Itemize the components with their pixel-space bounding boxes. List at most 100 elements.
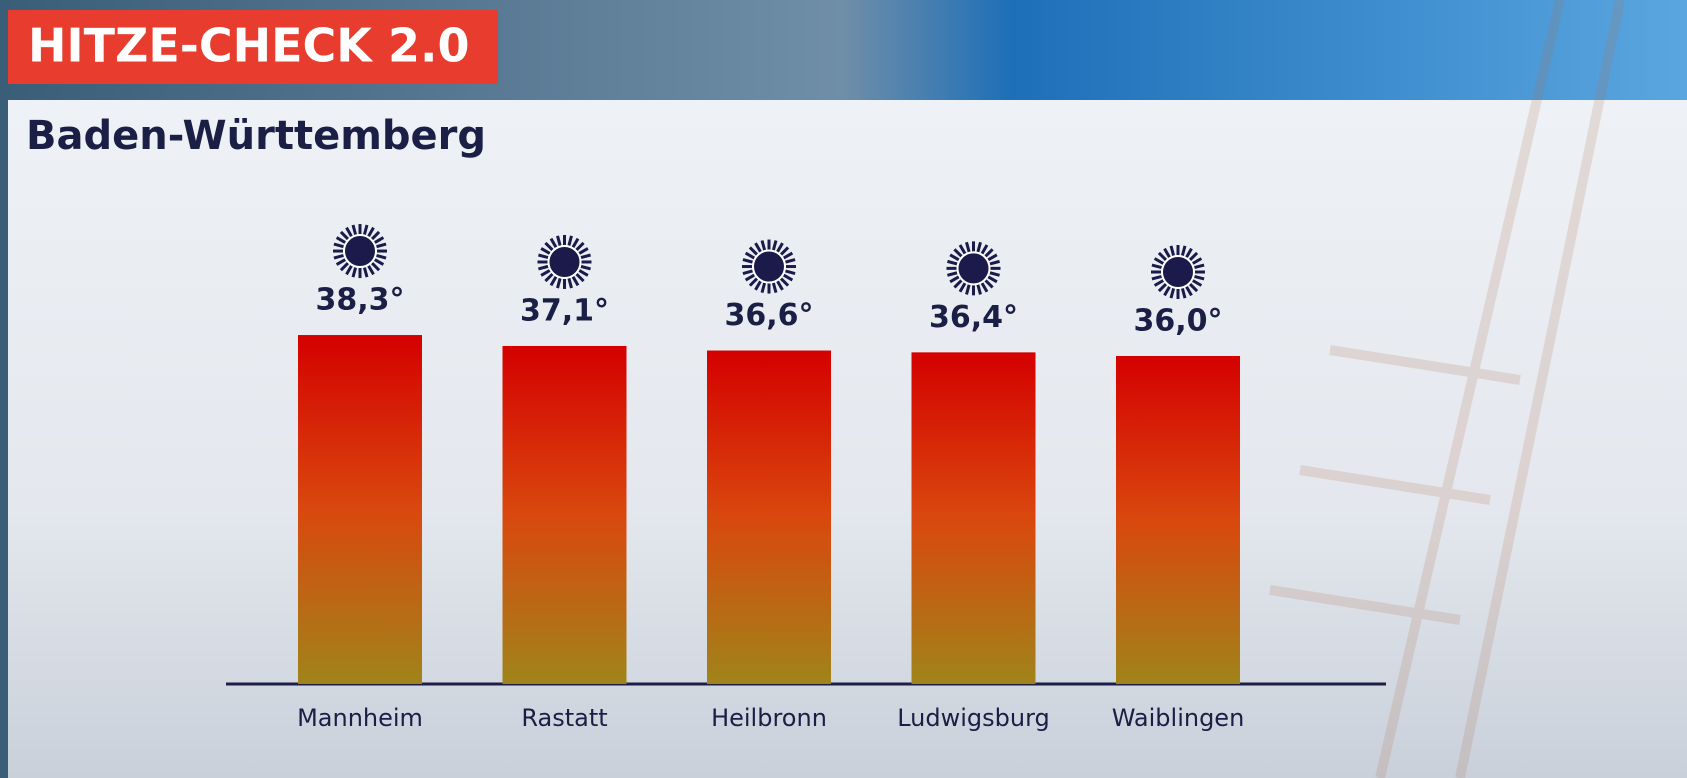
title-box <box>8 10 498 84</box>
sun-ray <box>373 236 385 244</box>
sun-ray <box>540 247 551 255</box>
sun-ray <box>1153 257 1165 265</box>
sun-ray <box>1191 257 1203 265</box>
sun-ray <box>333 253 344 260</box>
sun-ray <box>776 242 784 253</box>
panel <box>8 100 1687 778</box>
sun-ray <box>1194 263 1205 270</box>
bar <box>911 352 1036 684</box>
bar <box>298 335 422 684</box>
sun-icon <box>1151 245 1205 299</box>
sun-ray <box>567 278 573 289</box>
sun-ray <box>1180 245 1187 256</box>
sun-disc <box>343 234 377 269</box>
x-tick-label: Mannheim <box>297 704 423 732</box>
sun-ray <box>1153 279 1165 287</box>
sun-ray <box>771 282 778 294</box>
sun-ray <box>965 284 971 295</box>
value-label: 36,4° <box>929 300 1018 335</box>
sun-ray <box>782 273 794 282</box>
sun-ray <box>779 246 790 256</box>
sun-ray <box>760 282 767 294</box>
sun-ray <box>958 244 967 255</box>
chart-subtitle: Baden-Württemberg <box>26 113 486 159</box>
sun-ray <box>556 278 562 289</box>
sun-icon <box>333 224 387 279</box>
sun-ray <box>549 237 558 249</box>
sun-ray <box>953 248 963 258</box>
sun-ray <box>754 280 762 291</box>
sun-ray <box>580 264 591 271</box>
sun-ray <box>376 242 387 249</box>
chart-title: HITZE-CHECK 2.0 <box>28 19 469 73</box>
sun-ray <box>1151 274 1162 281</box>
sun-ray <box>949 253 960 262</box>
sun-ray <box>567 235 573 246</box>
sun-ray <box>1185 247 1193 259</box>
sun-ray <box>1188 251 1199 262</box>
sun-ray <box>976 284 982 295</box>
sun-ray <box>782 251 794 260</box>
x-tick-label: Heilbronn <box>711 704 827 732</box>
sun-ray <box>1169 245 1176 256</box>
sun-ray <box>754 242 762 253</box>
sun-ray <box>1151 263 1162 270</box>
bar <box>1116 356 1240 684</box>
sun-icon <box>946 241 1001 296</box>
sun-ray <box>376 253 387 260</box>
sun-disc <box>956 251 991 286</box>
sun-ray <box>947 259 958 266</box>
bar <box>502 345 627 684</box>
sun-ray <box>571 237 580 249</box>
sun-ray <box>335 236 347 244</box>
x-tick-label: Ludwigsburg <box>897 704 1050 732</box>
sun-ray <box>351 224 358 236</box>
sun-ray <box>984 248 994 258</box>
sun-ray <box>362 267 369 278</box>
sun-ray <box>339 230 350 241</box>
sun-ray <box>953 279 963 289</box>
x-tick-label: Rastatt <box>521 704 607 732</box>
sun-ray <box>760 240 767 251</box>
sun-ray <box>744 251 756 260</box>
sun-ray <box>1194 274 1205 281</box>
sun-ray <box>575 241 585 252</box>
sun-ray <box>1157 282 1168 293</box>
sun-ray <box>744 273 756 282</box>
value-label: 36,6° <box>724 298 813 333</box>
sun-ray <box>1169 288 1176 299</box>
sun-ray <box>544 272 554 283</box>
value-label: 37,1° <box>520 293 609 328</box>
sun-ray <box>544 241 554 252</box>
value-label: 38,3° <box>315 283 404 318</box>
sun-ray <box>987 253 998 262</box>
sun-ray <box>1163 285 1171 297</box>
sun-ray <box>989 259 1000 266</box>
sun-ray <box>980 244 989 255</box>
sun-ray <box>345 226 353 238</box>
sun-ray <box>367 226 375 238</box>
sun-ray <box>370 230 381 241</box>
sun-ray <box>339 262 350 272</box>
sun-ray <box>345 265 353 276</box>
sun-ray <box>771 240 778 251</box>
x-tick-label: Waiblingen <box>1112 704 1245 732</box>
sun-ray <box>571 275 580 287</box>
sun-ray <box>373 258 385 266</box>
sun-ray <box>980 282 989 293</box>
sun-disc <box>752 249 786 284</box>
sun-ray <box>556 235 562 246</box>
sun-ray <box>580 253 591 260</box>
sun-ray <box>742 258 753 264</box>
sun-ray <box>984 279 994 289</box>
sun-ray <box>965 241 971 253</box>
sun-ray <box>987 275 998 284</box>
sun-ray <box>976 241 982 253</box>
sun-ray <box>949 275 960 284</box>
sun-ray <box>947 271 958 277</box>
sun-ray <box>538 264 549 271</box>
sun-disc <box>547 244 582 279</box>
bar <box>707 350 831 684</box>
sun-ray <box>779 277 790 287</box>
